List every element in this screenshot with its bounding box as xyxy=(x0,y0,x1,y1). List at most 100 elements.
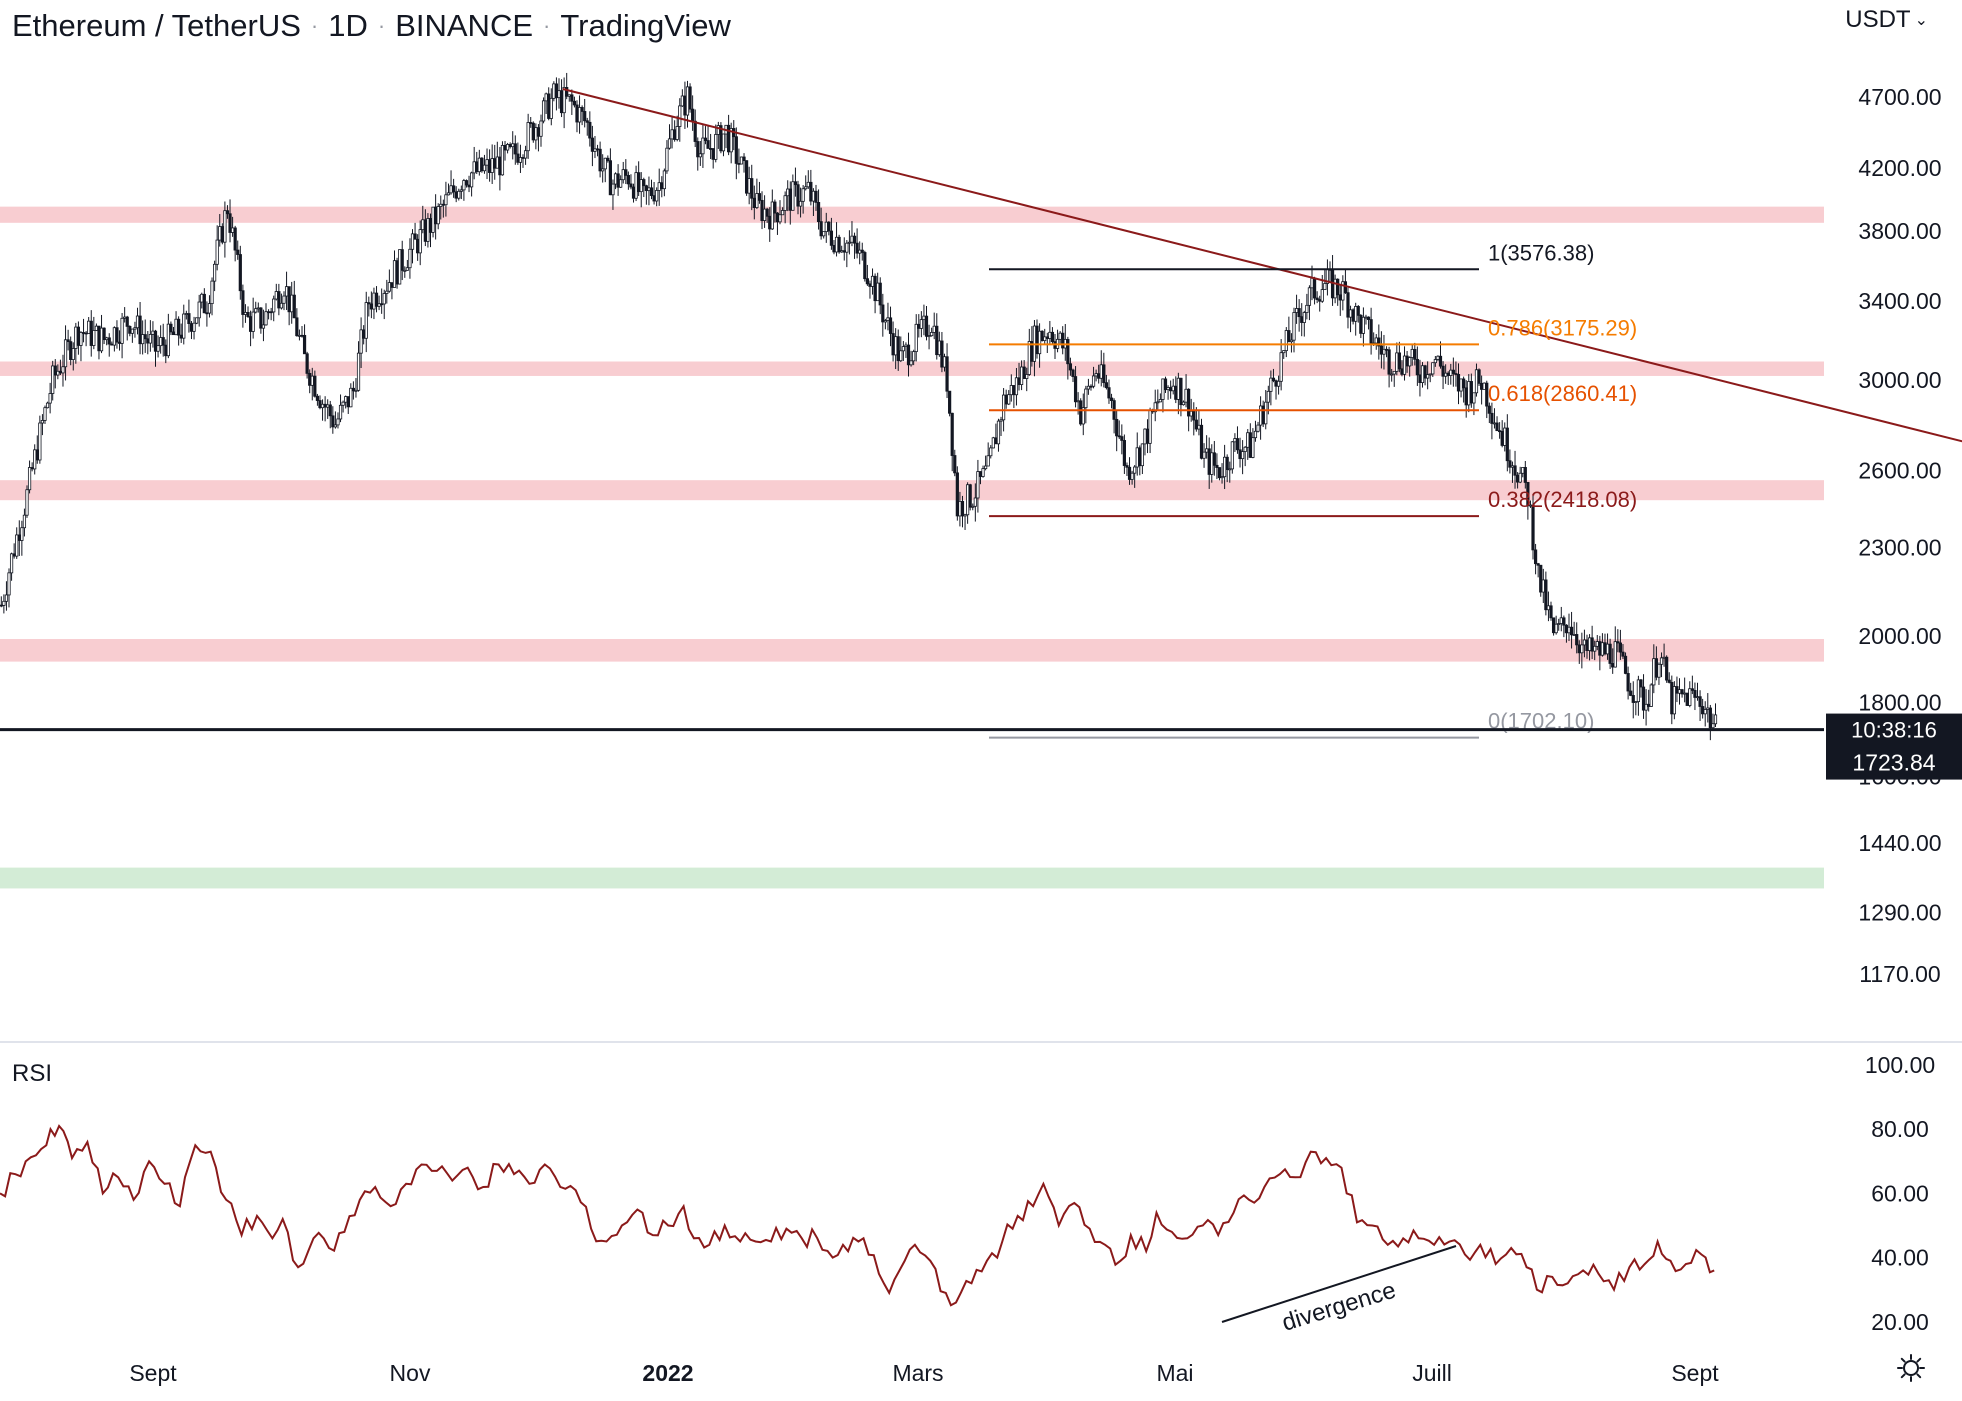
candle-body xyxy=(17,534,21,541)
candle-body xyxy=(544,93,548,102)
candle-body xyxy=(346,396,350,408)
candle-body xyxy=(457,190,461,199)
candle-body xyxy=(1703,709,1707,715)
candle-body xyxy=(755,193,759,209)
candle-body xyxy=(390,282,394,288)
candle-body xyxy=(1672,686,1676,715)
candle-body xyxy=(1259,405,1263,426)
settings-gear-icon[interactable] xyxy=(1896,1353,1926,1383)
candle-body xyxy=(380,303,384,306)
candle-body xyxy=(834,236,839,253)
candle-body xyxy=(1099,364,1103,379)
candle-body xyxy=(1480,382,1484,390)
candle-body xyxy=(1294,308,1299,313)
candle-body xyxy=(493,158,497,169)
candle-body xyxy=(1235,438,1240,451)
candle-body xyxy=(562,87,566,114)
candle-body xyxy=(583,111,587,122)
candle-body xyxy=(107,337,111,345)
candle-body xyxy=(153,330,158,352)
candle-body xyxy=(40,420,45,424)
candle-body xyxy=(989,447,993,457)
candle-body xyxy=(711,148,715,160)
candle-body xyxy=(588,121,592,139)
zone-red xyxy=(0,639,1824,662)
candle-body xyxy=(606,157,610,162)
candle-body xyxy=(256,307,260,310)
candle-body xyxy=(269,311,273,314)
currency-selector[interactable]: USDT ⌄ xyxy=(1845,6,1928,34)
candle-body xyxy=(919,319,923,329)
price-axis-label: 3400.00 xyxy=(1858,288,1941,314)
symbol-name[interactable]: Ethereum / TetherUS xyxy=(12,8,301,43)
candle-body xyxy=(642,179,646,187)
candle-body xyxy=(1546,605,1551,611)
candle-body xyxy=(22,514,27,529)
candle-body xyxy=(274,291,278,300)
candle-body xyxy=(405,267,409,271)
candle-body xyxy=(621,169,625,181)
candle-body xyxy=(439,203,443,207)
candle-body xyxy=(1351,309,1355,322)
candle-body xyxy=(1549,605,1553,619)
candle-body xyxy=(403,269,407,272)
candle-body xyxy=(1071,369,1075,377)
candle-body xyxy=(1636,679,1640,702)
candle-body xyxy=(1097,373,1101,379)
candle-body xyxy=(51,365,55,394)
candle-body xyxy=(734,136,738,164)
candle-body xyxy=(336,418,340,426)
candle-body xyxy=(87,320,91,334)
candle-body xyxy=(505,144,510,151)
candle-body xyxy=(1605,643,1610,655)
candle-body xyxy=(742,156,746,162)
candle-body xyxy=(1017,377,1021,385)
candle-body xyxy=(295,317,299,337)
candle-body xyxy=(703,137,708,141)
candle-body xyxy=(1187,388,1191,417)
candle-body xyxy=(1248,432,1252,458)
candle-body xyxy=(254,308,258,313)
candle-body xyxy=(1626,673,1630,692)
candle-body xyxy=(1084,388,1088,409)
candle-body xyxy=(534,127,538,141)
candle-body xyxy=(331,415,335,428)
candle-body xyxy=(1035,325,1039,355)
candle-body xyxy=(1595,641,1599,647)
candle-body xyxy=(559,90,564,114)
candle-body xyxy=(1423,365,1427,379)
candle-body xyxy=(667,138,672,149)
rsi-indicator-label[interactable]: RSI xyxy=(12,1060,53,1087)
candle-body xyxy=(762,208,767,221)
candle-body xyxy=(1374,337,1378,344)
candle-body xyxy=(1492,422,1497,425)
candle-body xyxy=(441,203,445,206)
candle-body xyxy=(652,195,656,202)
interval-label[interactable]: 1D xyxy=(328,8,368,43)
candle-body xyxy=(863,252,867,280)
candle-body xyxy=(850,235,854,243)
candle-body xyxy=(1400,368,1404,375)
candle-body xyxy=(585,120,589,123)
candle-body xyxy=(1241,451,1245,460)
candle-body xyxy=(436,206,440,225)
candle-body xyxy=(1523,467,1527,483)
candle-body xyxy=(745,160,749,194)
candle-body xyxy=(27,467,32,491)
candle-body xyxy=(1420,365,1425,384)
candle-body xyxy=(56,370,60,376)
candle-body xyxy=(631,186,636,199)
candle-body xyxy=(1449,369,1453,376)
candle-body xyxy=(1243,446,1247,452)
candle-body xyxy=(1300,316,1304,323)
candle-body xyxy=(1533,549,1538,565)
candle-body xyxy=(883,320,887,323)
candle-body xyxy=(228,213,232,233)
candle-body xyxy=(341,401,345,406)
candle-body xyxy=(223,210,227,243)
candle-body xyxy=(279,302,284,309)
currency-label[interactable]: USDT xyxy=(1845,6,1911,33)
candle-body xyxy=(1557,623,1561,625)
candle-body xyxy=(9,553,14,574)
